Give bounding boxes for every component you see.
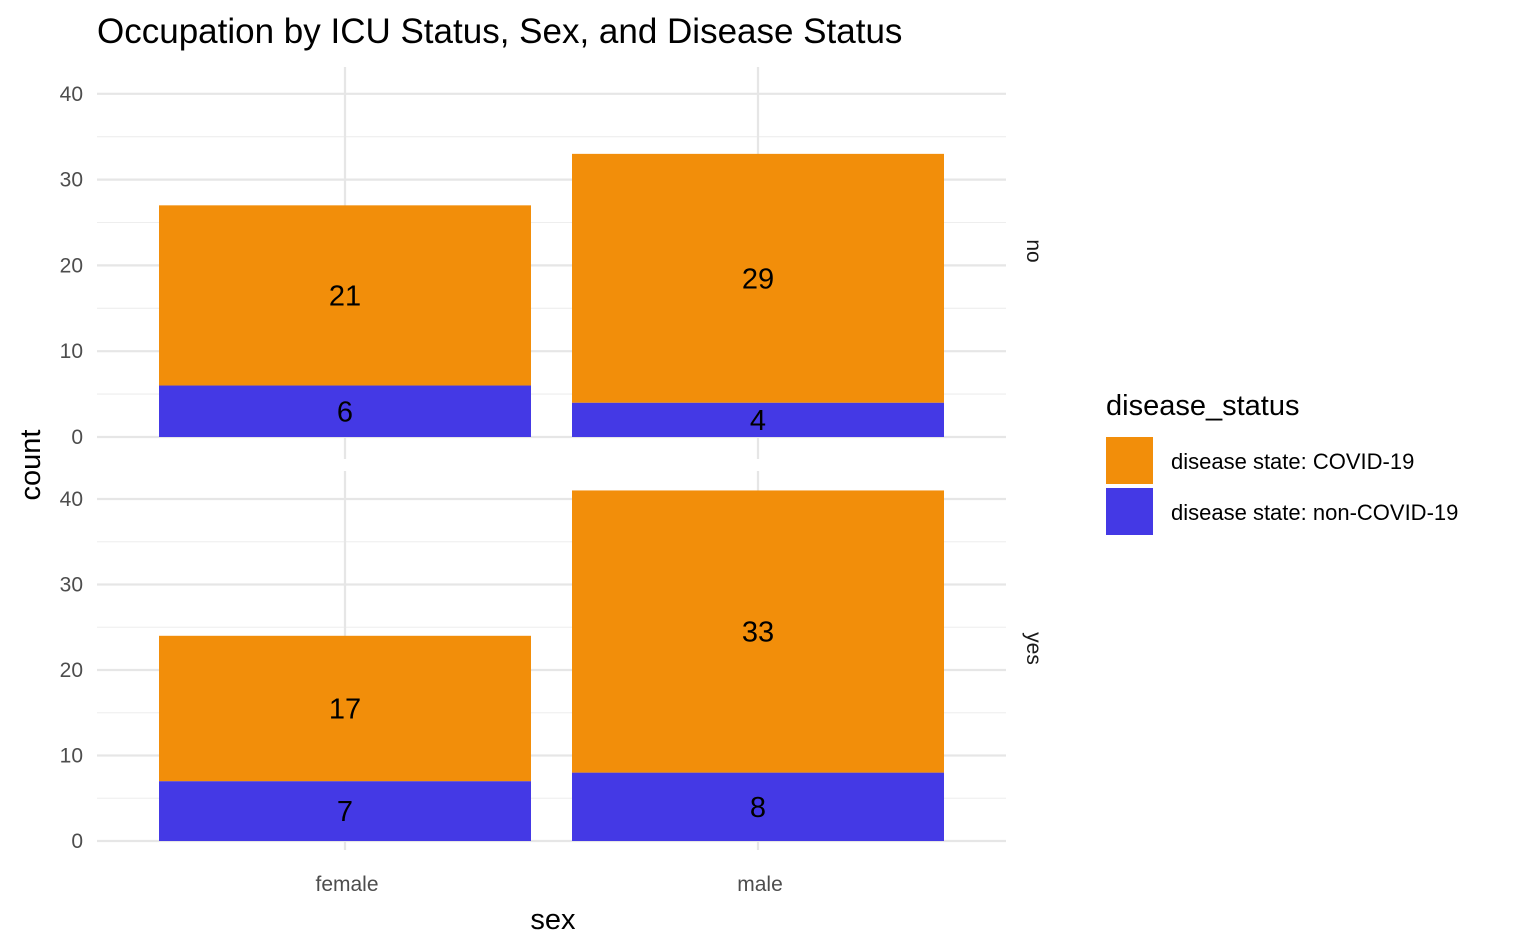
- bar-value-label: 6: [337, 396, 353, 428]
- facet-strip-label: no: [1022, 239, 1045, 262]
- bar-covid-female-yes: [159, 635, 531, 782]
- x-tick-label: male: [737, 873, 783, 896]
- legend-label-non-covid: disease state: non-COVID-19: [1171, 500, 1458, 525]
- bar-value-label: 29: [742, 263, 774, 295]
- bar-value-label: 17: [329, 693, 361, 725]
- chart-title: Occupation by ICU Status, Sex, and Disea…: [97, 12, 902, 51]
- legend-key-covid: [1106, 437, 1153, 484]
- bar-non-covid-male-yes: [572, 772, 944, 841]
- x-tick-label: female: [315, 873, 378, 896]
- legend-key-non-covid: [1106, 488, 1153, 535]
- bar-value-label: 33: [742, 617, 774, 649]
- facet-panels: 0 10 20 30 40 6 21 4 29 no 0 10 20 30 40 7 17 8 33 yes femal…: [60, 67, 1045, 896]
- legend-label-covid: disease state: COVID-19: [1171, 449, 1414, 474]
- y-tick-label: 40: [60, 488, 83, 511]
- legend: disease_status disease state: COVID-19 di…: [1106, 390, 1458, 535]
- bar-value-label: 8: [750, 792, 766, 824]
- facet-panel-yes: 0 10 20 30 40 7 17 8 33 yes: [60, 471, 1045, 853]
- y-tick-label: 30: [60, 169, 83, 192]
- y-axis-title: count: [15, 430, 47, 501]
- y-tick-label: 20: [60, 254, 83, 277]
- bar-value-label: 4: [750, 405, 766, 437]
- x-axis-title: sex: [530, 904, 576, 936]
- bar-value-label: 7: [337, 796, 353, 828]
- y-tick-label: 10: [60, 745, 83, 768]
- bar-non-covid-female-yes: [159, 781, 531, 841]
- legend-title: disease_status: [1106, 390, 1299, 422]
- bar-covid-male-yes: [572, 490, 944, 773]
- y-tick-label: 10: [60, 340, 83, 363]
- facet-strip-label: yes: [1022, 632, 1045, 665]
- facet-panel-no: 0 10 20 30 40 6 21 4 29 no: [60, 67, 1045, 459]
- y-tick-label: 20: [60, 659, 83, 682]
- bar-non-covid-male-no: [572, 402, 944, 437]
- y-tick-label: 0: [71, 830, 83, 853]
- y-tick-label: 30: [60, 574, 83, 597]
- bar-covid-female-no: [159, 205, 531, 386]
- y-tick-label: 40: [60, 83, 83, 106]
- bar-non-covid-female-no: [159, 385, 531, 437]
- bar-covid-male-no: [572, 153, 944, 403]
- y-tick-label: 0: [71, 426, 83, 449]
- bar-value-label: 21: [329, 280, 361, 312]
